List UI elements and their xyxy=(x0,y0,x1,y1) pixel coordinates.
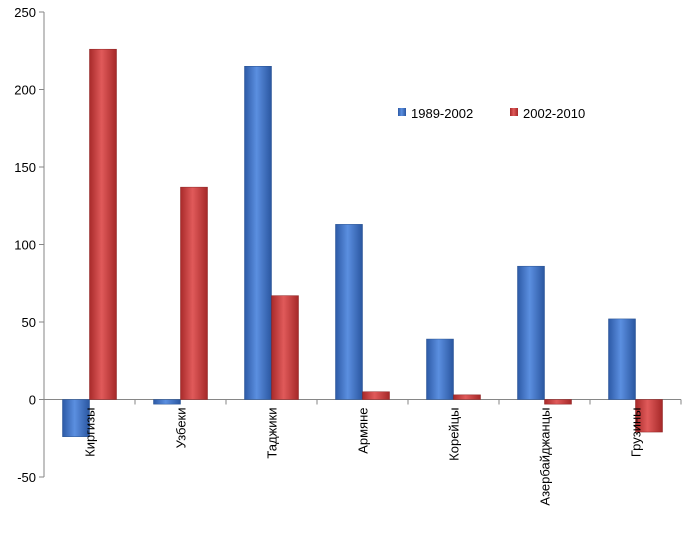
x-tick-label: Таджики xyxy=(265,408,280,459)
x-tick-label: Грузины xyxy=(629,408,644,458)
legend-swatch xyxy=(398,108,406,116)
legend-label: 2002-2010 xyxy=(523,106,585,121)
bar-2002-2010 xyxy=(362,391,390,400)
x-tick-label: Узбеки xyxy=(174,408,189,449)
bar-1989-2002 xyxy=(153,399,181,405)
y-tick-label: 150 xyxy=(14,160,36,175)
bar-2002-2010 xyxy=(89,48,117,400)
x-tick-label: Армяне xyxy=(356,408,371,454)
legend-label: 1989-2002 xyxy=(411,106,473,121)
x-tick-label: Киргизы xyxy=(83,408,98,457)
bar-2002-2010 xyxy=(180,186,208,400)
bar-2002-2010 xyxy=(453,394,481,400)
y-tick-label: 50 xyxy=(22,315,36,330)
bar-1989-2002 xyxy=(608,318,636,400)
y-tick-label: 250 xyxy=(14,5,36,20)
bar-1989-2002 xyxy=(517,265,545,400)
bar-1989-2002 xyxy=(62,399,90,437)
y-tick-label: 100 xyxy=(14,238,36,253)
y-tick-label: 200 xyxy=(14,83,36,98)
bar-1989-2002 xyxy=(244,66,272,400)
y-tick-label: -50 xyxy=(17,470,36,485)
y-tick-label: 0 xyxy=(29,393,36,408)
bar-1989-2002 xyxy=(426,338,454,400)
legend-swatch xyxy=(510,108,518,116)
bar-2002-2010 xyxy=(271,295,299,400)
x-tick-label: Корейцы xyxy=(447,408,462,461)
bar-1989-2002 xyxy=(335,224,363,400)
bar-2002-2010 xyxy=(544,399,572,405)
bar-2002-2010 xyxy=(635,399,663,433)
x-tick-label: Азербайджанцы xyxy=(538,408,553,506)
